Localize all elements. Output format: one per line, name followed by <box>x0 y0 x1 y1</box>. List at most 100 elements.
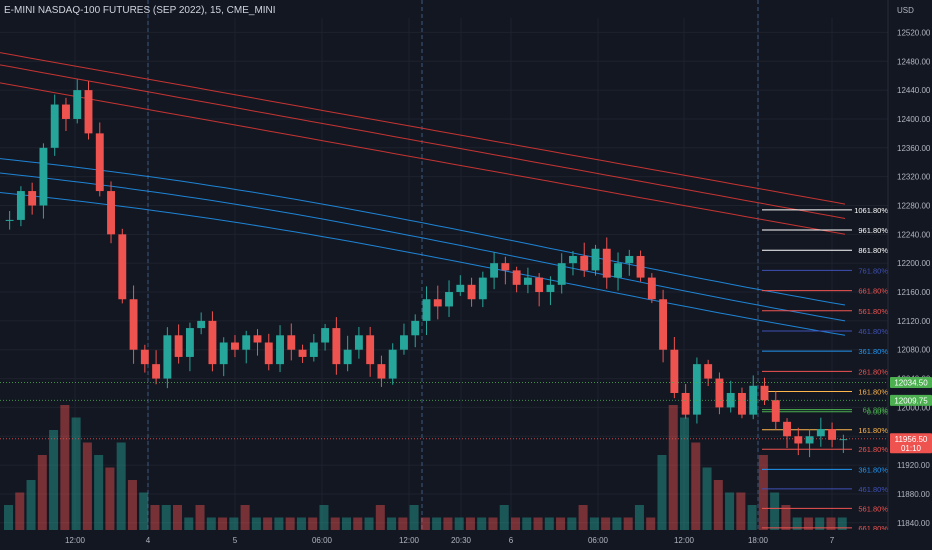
candle-body <box>377 364 386 379</box>
candle-body <box>828 429 837 440</box>
candle-body <box>704 364 713 379</box>
candle-body <box>546 284 555 293</box>
price-tick-label: 12080.00 <box>897 346 931 355</box>
volume-bar <box>758 455 768 530</box>
time-tick-label: 18:00 <box>748 536 769 545</box>
candle-body <box>332 328 341 365</box>
volume-bar <box>747 505 757 530</box>
fib-level-label: 761.80% <box>858 266 888 275</box>
volume-bar <box>195 505 205 530</box>
price-tick-label: 12200.00 <box>897 259 931 268</box>
candle-body <box>535 277 544 293</box>
candle-body <box>738 392 746 415</box>
price-tick-label: 11840.00 <box>897 519 930 528</box>
currency-label: USD <box>897 6 914 15</box>
candle-body <box>73 90 82 119</box>
volume-bar <box>285 517 295 530</box>
volume-bar <box>308 517 318 530</box>
candle-body <box>760 385 769 401</box>
time-tick-label: 7 <box>830 536 835 545</box>
fib-level-label: 161.80% <box>858 388 888 397</box>
time-tick-label: 06:00 <box>312 536 333 545</box>
candle-body <box>805 436 814 444</box>
volume-bar <box>319 505 329 530</box>
moving-average-bands <box>0 52 846 336</box>
volume-bars <box>4 405 847 530</box>
candle-body <box>287 335 296 350</box>
price-tick-label: 12480.00 <box>897 57 931 66</box>
volume-bar <box>657 455 667 530</box>
volume-bar <box>691 442 701 530</box>
volume-bar <box>71 417 81 530</box>
volume-bar <box>116 442 126 530</box>
candle-body <box>16 191 25 220</box>
price-badge-label: 12009.75 <box>894 396 928 405</box>
price-badge-label: 11956.50 <box>895 435 928 444</box>
time-tick-label: 4 <box>146 536 151 545</box>
candle-body <box>208 320 217 365</box>
volume-bar <box>612 517 622 530</box>
volume-bar <box>556 517 566 530</box>
candle-body <box>794 436 803 444</box>
volume-bar <box>330 517 340 530</box>
volume-bar <box>477 517 487 530</box>
time-tick-label: 20:30 <box>451 536 472 545</box>
candle-body <box>163 335 172 379</box>
candle-body <box>242 335 251 350</box>
candle-body <box>681 392 690 415</box>
candle-body <box>62 104 70 119</box>
price-tick-label: 12320.00 <box>897 173 931 182</box>
price-tick-label: 12440.00 <box>897 86 931 95</box>
candle-body <box>816 429 825 437</box>
volume-bar <box>443 517 453 530</box>
volume-bar <box>229 517 239 530</box>
volume-bar <box>26 480 36 530</box>
price-tick-label: 11920.00 <box>897 461 930 470</box>
time-tick-label: 06:00 <box>588 536 609 545</box>
fib-level-label: 461.80% <box>858 327 888 336</box>
volume-bar <box>342 517 352 530</box>
candle-body <box>580 255 589 271</box>
candle-body <box>219 342 228 365</box>
price-tick-label: 12240.00 <box>897 230 931 239</box>
moving-average-line <box>0 158 846 306</box>
fib-level-label: 861.80% <box>858 246 888 255</box>
session-separators <box>147 0 759 530</box>
candle-body <box>152 364 161 379</box>
volume-bar <box>725 492 735 530</box>
fib-level-label: 1061.80% <box>854 206 888 215</box>
volume-bar <box>702 467 712 530</box>
volume-bar <box>499 505 509 530</box>
candle-body <box>467 284 476 300</box>
volume-bar <box>646 517 656 530</box>
candle-body <box>445 292 453 307</box>
time-axis-panel[interactable] <box>0 530 888 550</box>
price-tick-label: 12120.00 <box>897 317 931 326</box>
volume-bar <box>82 442 92 530</box>
candle-body <box>129 299 138 350</box>
volume-bar <box>4 505 14 530</box>
candle-body <box>512 270 521 285</box>
candle-body <box>321 328 330 343</box>
time-tick-label: 12:00 <box>399 536 420 545</box>
candle-body <box>490 263 499 278</box>
candle-body <box>501 263 510 271</box>
candle-body <box>715 378 724 408</box>
volume-bar <box>94 455 104 530</box>
price-badge <box>890 377 932 389</box>
candle-body <box>400 335 408 350</box>
price-badge-label: 12034.50 <box>894 379 928 388</box>
volume-bar <box>139 492 149 530</box>
price-tick-label: 12160.00 <box>897 288 931 297</box>
time-tick-label: 5 <box>233 536 238 545</box>
volume-bar <box>454 517 464 530</box>
fib-level-label: 661.80% <box>858 524 888 533</box>
price-tick-label: 12000.00 <box>897 403 931 412</box>
volume-bar <box>589 517 599 530</box>
candle-body <box>309 342 318 357</box>
candle-body <box>839 439 848 441</box>
volume-bar <box>432 517 442 530</box>
volume-bar <box>567 517 577 530</box>
candle-body <box>692 364 701 415</box>
